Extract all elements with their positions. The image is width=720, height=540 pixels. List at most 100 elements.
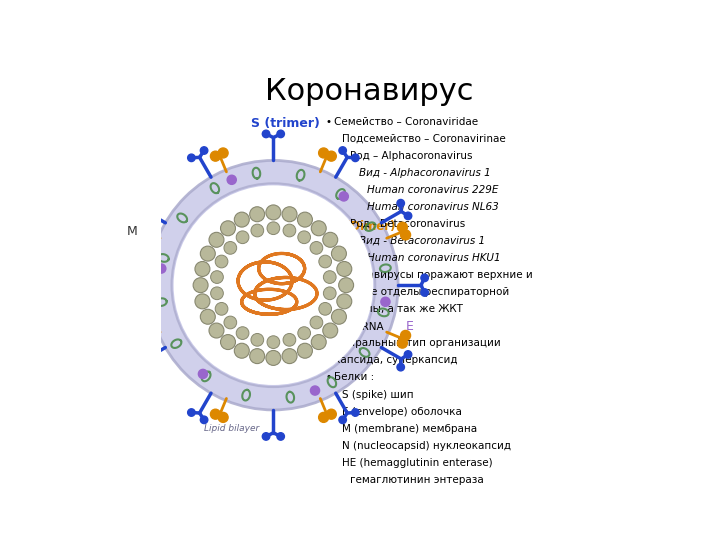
Circle shape <box>277 433 284 440</box>
Circle shape <box>209 323 224 338</box>
Circle shape <box>200 147 208 154</box>
Text: N (nucleocapsid) нуклеокапсид: N (nucleocapsid) нуклеокапсид <box>342 441 511 451</box>
Circle shape <box>250 207 265 222</box>
Circle shape <box>220 335 235 349</box>
Circle shape <box>210 409 220 419</box>
Circle shape <box>339 147 346 154</box>
Text: Белки :: Белки : <box>333 373 374 382</box>
Text: системы, а так же ЖКТ: системы, а так же ЖКТ <box>333 305 462 314</box>
Circle shape <box>338 278 354 293</box>
Circle shape <box>381 297 390 306</box>
Circle shape <box>250 349 265 363</box>
Circle shape <box>200 309 215 324</box>
Text: Подсемейство – Coronavirinae: Подсемейство – Coronavirinae <box>342 134 505 144</box>
Text: (+)ssRNA: (+)ssRNA <box>333 321 383 332</box>
Circle shape <box>193 278 208 293</box>
Text: Род - Betacoronavirus: Род - Betacoronavirus <box>351 219 466 229</box>
Circle shape <box>400 230 410 240</box>
Circle shape <box>234 343 249 358</box>
Circle shape <box>323 323 338 338</box>
Circle shape <box>220 221 235 236</box>
Text: •: • <box>325 270 331 280</box>
Circle shape <box>282 207 297 222</box>
Circle shape <box>339 192 348 201</box>
Circle shape <box>326 409 336 419</box>
Circle shape <box>215 255 228 268</box>
Circle shape <box>323 232 338 247</box>
Circle shape <box>337 294 352 309</box>
Circle shape <box>311 221 326 236</box>
Text: Вид - Alphacoronavirus 1: Вид - Alphacoronavirus 1 <box>359 168 490 178</box>
Circle shape <box>224 316 237 329</box>
Text: •: • <box>325 373 331 382</box>
Circle shape <box>319 302 331 315</box>
Text: E: E <box>405 320 413 333</box>
Text: Коронавирусы поражают верхние и: Коронавирусы поражают верхние и <box>333 270 532 280</box>
Circle shape <box>319 413 328 422</box>
Text: S (spike) шип: S (spike) шип <box>342 389 413 400</box>
Circle shape <box>251 224 264 237</box>
Circle shape <box>351 409 359 416</box>
Circle shape <box>171 183 375 387</box>
Text: M: M <box>127 225 138 238</box>
Circle shape <box>236 231 249 244</box>
Circle shape <box>400 330 410 340</box>
Circle shape <box>118 289 126 296</box>
Text: гемаглютинин энтераза: гемаглютинин энтераза <box>351 475 484 485</box>
Circle shape <box>319 255 331 268</box>
Circle shape <box>421 289 428 296</box>
Circle shape <box>323 287 336 300</box>
Circle shape <box>282 349 297 363</box>
Circle shape <box>188 409 195 416</box>
Circle shape <box>143 199 150 207</box>
Circle shape <box>405 212 412 220</box>
Circle shape <box>310 316 323 329</box>
Circle shape <box>136 330 146 340</box>
Circle shape <box>351 154 359 161</box>
Circle shape <box>200 246 215 261</box>
Text: Human coronavirus NL63: Human coronavirus NL63 <box>367 202 499 212</box>
Text: Семейство – Coronaviridae: Семейство – Coronaviridae <box>333 117 478 127</box>
Circle shape <box>310 241 323 254</box>
Circle shape <box>405 350 412 358</box>
Text: HE (Dimer): HE (Dimer) <box>323 220 396 233</box>
Circle shape <box>266 205 281 220</box>
Text: Коронавирус: Коронавирус <box>265 77 473 106</box>
Circle shape <box>298 231 310 244</box>
Circle shape <box>297 343 312 358</box>
Circle shape <box>234 212 249 227</box>
Text: •: • <box>325 339 331 348</box>
Circle shape <box>337 261 352 276</box>
Circle shape <box>267 222 280 234</box>
Circle shape <box>251 334 264 346</box>
Circle shape <box>397 363 405 371</box>
Text: Human coronavirus 229E: Human coronavirus 229E <box>367 185 498 195</box>
Text: Human coronavirus HKU1: Human coronavirus HKU1 <box>367 253 500 263</box>
Circle shape <box>283 224 296 237</box>
Circle shape <box>326 151 336 161</box>
Text: капсида, суперкапсид: капсида, суперкапсид <box>333 355 457 366</box>
Circle shape <box>319 148 328 158</box>
Circle shape <box>277 130 284 138</box>
Circle shape <box>331 246 346 261</box>
Text: •: • <box>325 321 331 332</box>
Circle shape <box>195 294 210 309</box>
Circle shape <box>266 350 281 366</box>
Circle shape <box>209 232 224 247</box>
Circle shape <box>310 386 320 395</box>
Circle shape <box>397 338 408 348</box>
Circle shape <box>421 274 428 281</box>
Circle shape <box>135 350 143 358</box>
Text: M (membrane) мембрана: M (membrane) мембрана <box>342 424 477 434</box>
Text: Спиральный тип организации: Спиральный тип организации <box>333 339 500 348</box>
Circle shape <box>215 302 228 315</box>
Circle shape <box>140 338 149 348</box>
Circle shape <box>210 151 220 161</box>
Text: Род – Alphacoronavirus: Род – Alphacoronavirus <box>351 151 473 161</box>
Circle shape <box>262 130 270 138</box>
Text: RNA: RNA <box>273 264 299 274</box>
Circle shape <box>211 271 223 284</box>
Text: Вид - Betacoronavirus 1: Вид - Betacoronavirus 1 <box>359 236 485 246</box>
Circle shape <box>224 241 237 254</box>
Circle shape <box>298 327 310 340</box>
